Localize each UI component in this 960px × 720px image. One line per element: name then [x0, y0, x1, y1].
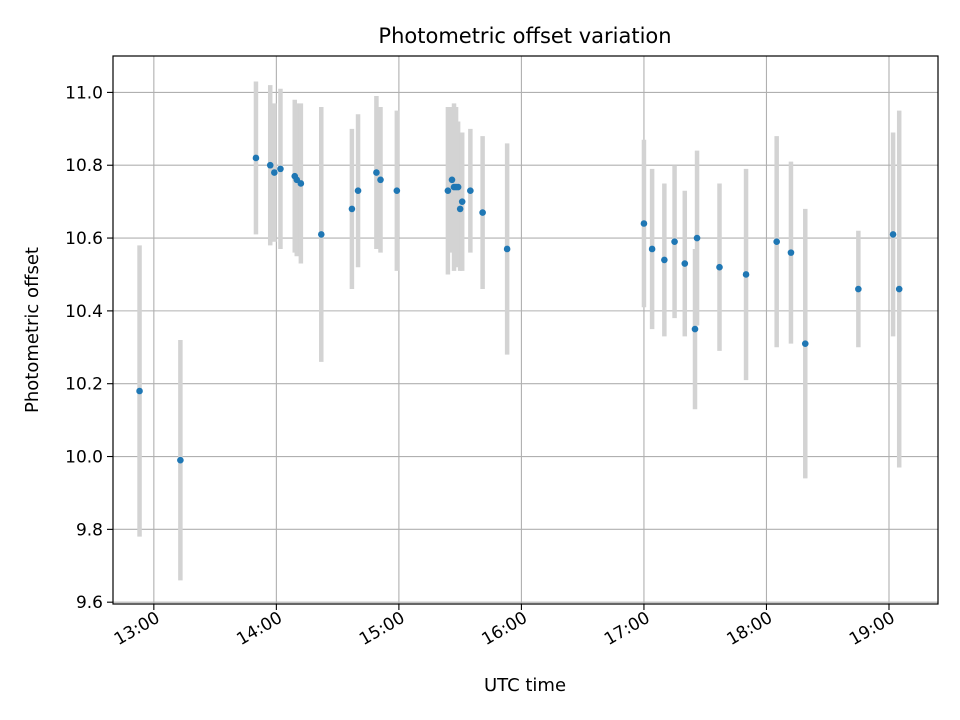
- data-point: [716, 263, 723, 271]
- data-point: [479, 209, 486, 216]
- y-axis: 9.6 9.8 10.0 10.2 10.4 10.6 10.8 11.0: [65, 83, 113, 613]
- data-point: [177, 456, 184, 464]
- data-point: [855, 285, 862, 293]
- data-point: [271, 169, 278, 176]
- data-point: [348, 205, 356, 213]
- data-point: [467, 187, 474, 195]
- x-axis-title: UTC time: [484, 675, 566, 696]
- data-point: [640, 220, 648, 227]
- data-point: [354, 187, 362, 195]
- data-point: [454, 183, 462, 191]
- data-point: [373, 169, 380, 176]
- chart-title: Photometric offset variation: [378, 24, 671, 48]
- data-point: [456, 205, 464, 213]
- y-axis-title: Photometric offset: [22, 247, 43, 413]
- plot-background: [113, 56, 938, 604]
- data-points: [136, 154, 903, 464]
- data-point: [393, 187, 401, 195]
- data-point: [787, 249, 795, 256]
- data-point: [691, 325, 699, 333]
- y-tick-label: 10.0: [65, 448, 103, 468]
- data-point: [693, 234, 701, 242]
- plot-frame: [112, 55, 939, 605]
- data-point: [377, 176, 384, 184]
- y-tick-label: 11.0: [65, 83, 103, 103]
- y-tick-label: 10.8: [65, 156, 103, 176]
- data-point: [671, 238, 678, 246]
- data-point: [895, 285, 903, 293]
- y-tick-label: 10.2: [65, 375, 103, 395]
- y-tick-label: 10.6: [65, 229, 103, 249]
- data-point: [444, 187, 452, 195]
- data-point: [648, 245, 656, 253]
- data-point: [448, 176, 456, 184]
- y-tick-label: 9.8: [76, 520, 103, 540]
- data-point: [266, 161, 274, 169]
- data-point: [252, 154, 260, 162]
- data-point: [801, 340, 809, 347]
- data-point: [136, 387, 143, 395]
- data-point: [503, 245, 511, 253]
- data-point: [681, 260, 689, 267]
- data-point: [317, 231, 325, 238]
- y-tick-label: 9.6: [76, 593, 103, 613]
- y-tick-label: 10.4: [65, 302, 103, 322]
- data-point: [661, 256, 668, 264]
- data-point: [277, 165, 284, 173]
- data-point: [742, 271, 750, 278]
- data-point: [773, 238, 780, 246]
- data-point: [889, 231, 897, 238]
- data-point: [297, 180, 305, 187]
- data-point: [458, 198, 466, 205]
